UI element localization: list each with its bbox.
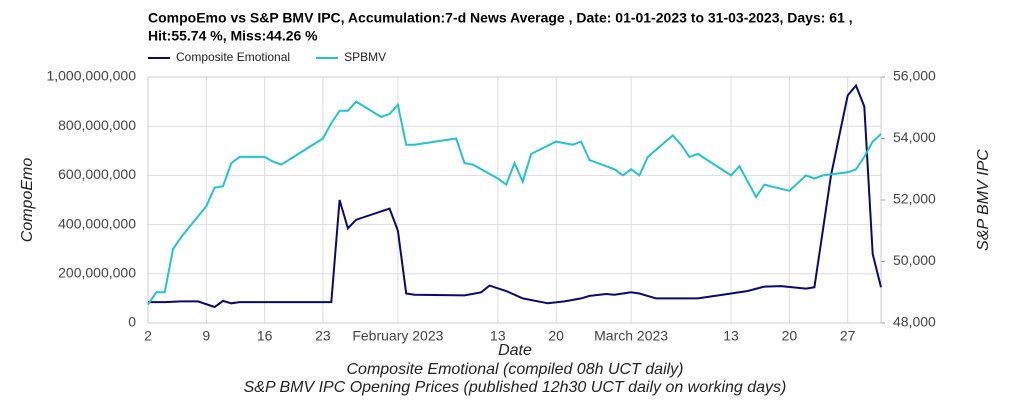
y-tick-label: 400,000,000 xyxy=(58,215,136,231)
y-tick-label: 600,000,000 xyxy=(58,166,136,182)
x-tick-label: March 2023 xyxy=(594,328,668,344)
x-tick-label: 13 xyxy=(490,328,506,344)
x-tick-label: 2 xyxy=(144,328,152,344)
y2-axis-title: S&P BMV IPC xyxy=(975,149,992,251)
x-tick-label: 20 xyxy=(782,328,798,344)
footnote: Composite Emotional (compiled 08h UCT da… xyxy=(346,361,683,378)
x-axis-title: Date xyxy=(498,342,532,359)
x-tick-label: 27 xyxy=(840,328,856,344)
series-line xyxy=(147,100,882,306)
y2-tick-label: 56,000 xyxy=(893,68,936,84)
chart-subtitle: Hit:55.74 %, Miss:44.26 % xyxy=(148,28,318,44)
legend-label: SPBMV xyxy=(344,50,386,64)
x-tick-label: 13 xyxy=(723,328,739,344)
footnote: S&P BMV IPC Opening Prices (published 12… xyxy=(244,379,787,396)
series-line xyxy=(148,83,882,309)
y-tick-label: 1,000,000,000 xyxy=(46,68,136,84)
plot-frame xyxy=(147,76,882,324)
chart-title: CompoEmo vs S&P BMV IPC, Accumulation:7-… xyxy=(148,10,853,26)
x-tick-label: 16 xyxy=(257,328,273,344)
legend-label: Composite Emotional xyxy=(176,50,290,64)
y2-tick-label: 48,000 xyxy=(893,314,936,330)
y2-tick-label: 54,000 xyxy=(893,129,936,145)
y2-tick-label: 50,000 xyxy=(893,252,936,268)
x-tick-label: 23 xyxy=(315,328,331,344)
y-tick-label: 800,000,000 xyxy=(58,117,136,133)
y-tick-label: 0 xyxy=(128,314,136,330)
x-tick-label: February 2023 xyxy=(352,328,443,344)
x-tick-label: 20 xyxy=(548,328,564,344)
y-axis-title: CompoEmo xyxy=(19,158,36,243)
y-tick-label: 200,000,000 xyxy=(58,265,136,281)
x-tick-label: 9 xyxy=(202,328,210,344)
y2-tick-label: 52,000 xyxy=(893,191,936,207)
